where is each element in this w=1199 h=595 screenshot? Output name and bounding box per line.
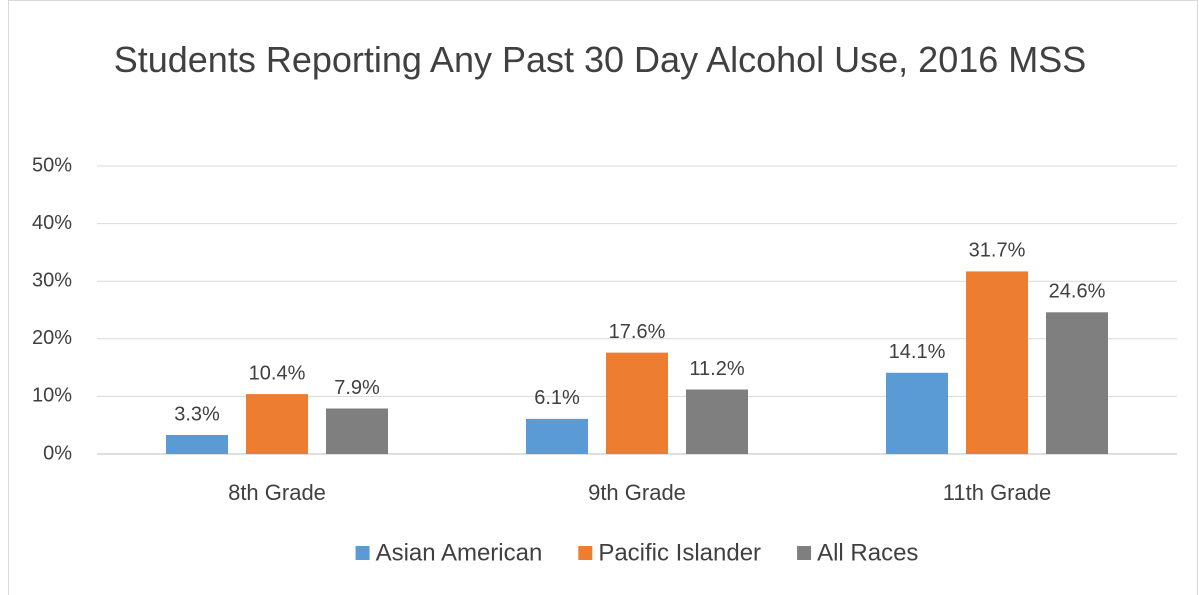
bar [326,408,388,454]
y-tick-label: 20% [32,327,72,349]
legend-label: All Races [817,539,918,566]
y-tick-label: 50% [32,154,72,176]
data-label: 7.9% [334,377,380,399]
bar [526,418,588,454]
legend-swatch [578,546,593,560]
data-label: 10.4% [249,362,306,384]
x-tick-label: 11th Grade [943,480,1051,505]
chart-title: Students Reporting Any Past 30 Day Alcoh… [113,39,1087,80]
data-label: 11.2% [689,358,744,380]
legend-swatch [797,546,812,560]
data-label: 6.1% [534,387,580,409]
y-tick-label: 0% [43,442,72,464]
bar [606,352,668,454]
bar [886,372,948,454]
data-label: 24.6% [1049,281,1106,303]
y-tick-label: 40% [32,212,72,234]
data-label: 14.1% [889,341,946,363]
bar [686,389,748,454]
x-tick-label: 9th Grade [588,480,686,505]
bar [246,394,308,454]
x-tick-label: 8th Grade [228,480,326,505]
chart-border [8,0,1198,595]
data-label: 31.7% [969,240,1026,262]
legend-label: Pacific Islander [598,539,761,566]
legend-label: Asian American [376,539,543,566]
y-tick-label: 30% [32,269,72,291]
bar [166,434,228,454]
data-label: 17.6% [609,321,666,343]
bar [966,271,1028,454]
y-tick-label: 10% [32,385,72,407]
legend-swatch [355,546,370,560]
bar [1046,312,1108,454]
data-label: 3.3% [174,403,220,425]
